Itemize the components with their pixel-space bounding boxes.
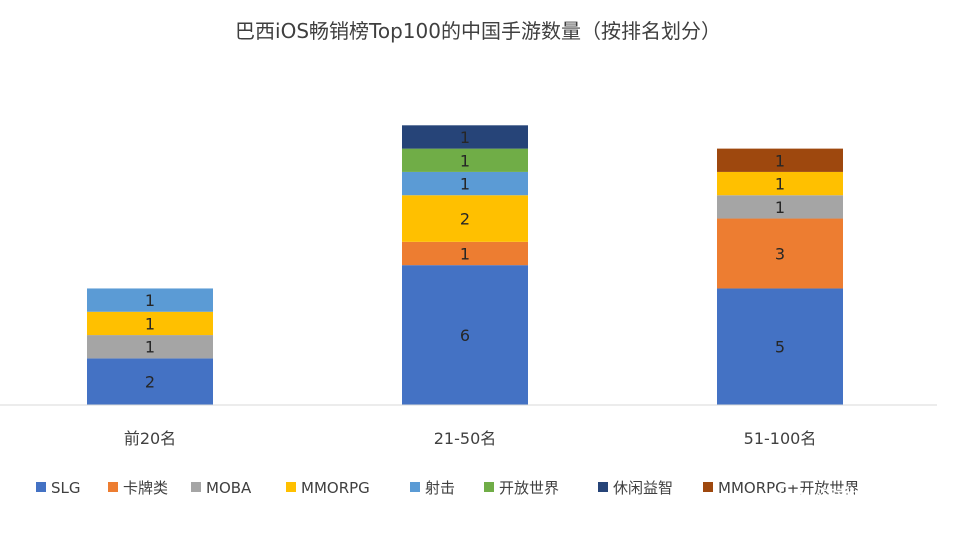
- data-label-1-0: 6: [460, 326, 470, 345]
- data-label-1-1: 1: [460, 245, 470, 264]
- legend-item-5: 开放世界: [484, 479, 559, 497]
- bar-1-4: [402, 171, 528, 196]
- data-label-1-6: 1: [460, 128, 470, 147]
- legend-swatch-1: [108, 482, 118, 492]
- data-label-2-7: 1: [775, 151, 785, 170]
- bar-1-6: [402, 125, 528, 149]
- legend-item-0: SLG: [36, 479, 81, 497]
- legend-item-1: 卡牌类: [108, 479, 168, 497]
- legend: SLG 卡牌类 MOBA MMORPG 射击 开放世界 休闲益智 MMORPG+开放世界: [36, 479, 859, 497]
- data-label-0-3: 1: [145, 314, 155, 333]
- watermark-text: 游戏财经汇: [816, 484, 916, 508]
- bar-2-3: [717, 171, 843, 196]
- bar-2-1: [717, 218, 843, 289]
- data-label-2-3: 1: [775, 175, 785, 194]
- bar-0-3: [87, 311, 213, 336]
- category-label-0: 前20名: [124, 429, 176, 448]
- legend-label-1: 卡牌类: [123, 479, 168, 497]
- wechat-icon-bubble: [791, 492, 809, 510]
- legend-label-6: 休闲益智: [613, 479, 673, 497]
- category-label-2: 51-100名: [744, 429, 817, 448]
- watermark: 游戏财经汇: [779, 483, 916, 510]
- bar-1-0: [402, 265, 528, 405]
- bar-1-3: [402, 195, 528, 242]
- legend-item-4: 射击: [410, 479, 455, 497]
- legend-item-7: MMORPG+开放世界: [703, 479, 859, 497]
- bar-0-2: [87, 335, 213, 359]
- data-label-0-2: 1: [145, 338, 155, 357]
- legend-label-4: 射击: [425, 479, 455, 497]
- legend-item-3: MMORPG: [286, 479, 370, 497]
- category-label-1: 21-50名: [434, 429, 497, 448]
- legend-swatch-3: [286, 482, 296, 492]
- data-label-1-4: 1: [460, 175, 470, 194]
- category-labels: 前20名 21-50名 51-100名: [124, 429, 817, 448]
- legend-item-6: 休闲益智: [598, 479, 673, 497]
- legend-swatch-6: [598, 482, 608, 492]
- bar-2-2: [717, 195, 843, 219]
- legend-swatch-7: [703, 482, 713, 492]
- legend-label-2: MOBA: [206, 479, 252, 497]
- data-label-0-4: 1: [145, 291, 155, 310]
- bar-1-1: [402, 241, 528, 266]
- bar-1-5: [402, 148, 528, 172]
- bar-0-0: [87, 358, 213, 405]
- legend-label-7: MMORPG+开放世界: [718, 479, 859, 497]
- bar-2-7: [717, 148, 843, 172]
- legend-label-0: SLG: [51, 479, 81, 497]
- bar-2-0: [717, 288, 843, 405]
- chart-title: 巴西iOS畅销榜Top100的中国手游数量（按排名划分）: [235, 19, 721, 43]
- data-label-2-1: 3: [775, 245, 785, 264]
- wechat-icon: [779, 483, 803, 507]
- legend-swatch-4: [410, 482, 420, 492]
- legend-swatch-5: [484, 482, 494, 492]
- legend-swatch-0: [36, 482, 46, 492]
- data-label-1-3: 2: [460, 210, 470, 229]
- data-label-1-5: 1: [460, 151, 470, 170]
- data-label-2-0: 5: [775, 338, 785, 357]
- legend-label-3: MMORPG: [301, 479, 370, 497]
- data-label-0-0: 2: [145, 373, 155, 392]
- data-label-2-2: 1: [775, 198, 785, 217]
- legend-item-2: MOBA: [191, 479, 252, 497]
- bar-0-4: [87, 288, 213, 312]
- legend-swatch-2: [191, 482, 201, 492]
- legend-label-5: 开放世界: [499, 479, 559, 497]
